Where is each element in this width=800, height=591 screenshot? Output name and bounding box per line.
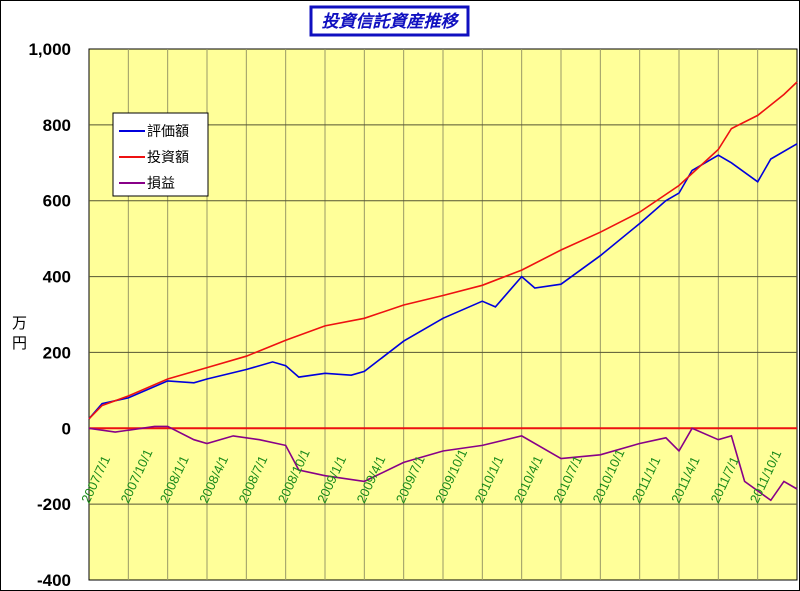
series-lines [88, 81, 798, 502]
y-tick-label: 0 [62, 419, 71, 438]
title-box [309, 5, 470, 37]
legend-label: 損益 [147, 176, 175, 192]
y-axis-label-2: 円 [12, 334, 27, 352]
y-axis-label-1: 万 [12, 314, 27, 332]
y-tick-label: 800 [43, 116, 71, 135]
y-axis: -400 -200 0 200 400 600 800 1,000 [28, 40, 71, 590]
y-tick-label: 1,000 [28, 40, 71, 59]
y-tick-label: 600 [43, 192, 71, 211]
series-line-評価額 [88, 143, 798, 420]
series-line-投資額 [88, 81, 798, 420]
series-line-損益 [88, 425, 798, 502]
grid [89, 49, 797, 580]
chart-title: 投資信託資産推移 [309, 5, 470, 37]
y-tick-label: 200 [43, 343, 71, 362]
y-tick-label: 400 [43, 268, 71, 287]
y-tick-label: -200 [37, 495, 71, 514]
legend-label: 投資額 [147, 150, 189, 166]
legend-label: 評価額 [147, 124, 189, 140]
y-tick-label: -400 [37, 571, 71, 590]
title-text: 投資信託資産推移 [322, 12, 460, 32]
